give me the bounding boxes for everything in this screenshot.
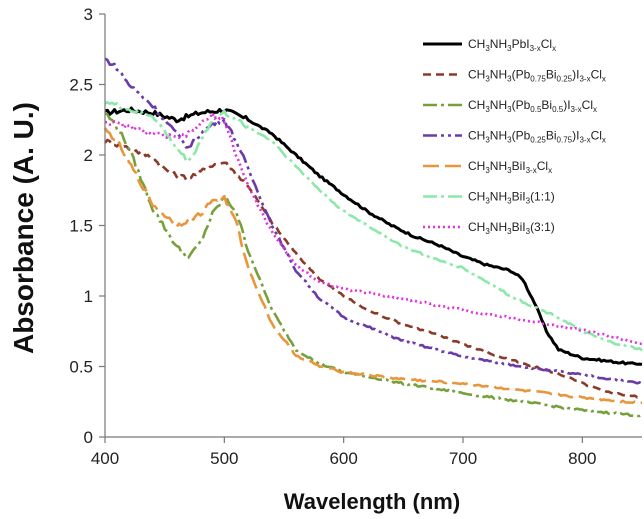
y-tick-label: 2 (84, 146, 93, 165)
legend: CH3NH3PbI3-xClx CH3NH3(Pb0.75Bi0.25)I3-xC… (423, 37, 606, 236)
series-line-4 (104, 57, 643, 385)
x-tick-label: 500 (210, 449, 238, 468)
legend-item-5: CH3NH3BiI3-xClx (423, 159, 552, 175)
legend-label-6: CH3NH3BiI3(1:1) (468, 190, 555, 206)
legend-label-3: CH3NH3(Pb0.5Bi0.5)I3-xClx (468, 98, 597, 114)
legend-label-2: CH3NH3(Pb0.75Bi0.25)I3-xClx (468, 68, 606, 84)
series-line-6 (104, 101, 643, 352)
legend-item-3: CH3NH3(Pb0.5Bi0.5)I3-xClx (423, 98, 597, 114)
axes-layer: 0 0.5 1 1.5 2 2.5 3 400 500 600 700 800 (69, 5, 642, 468)
x-tick-label: 700 (449, 449, 477, 468)
x-tick-label: 600 (329, 449, 357, 468)
legend-item-2: CH3NH3(Pb0.75Bi0.25)I3-xClx (423, 68, 606, 84)
y-tick-label: 0 (84, 428, 93, 447)
series-line-5 (103, 127, 643, 405)
legend-label-5: CH3NH3BiI3-xClx (468, 159, 552, 175)
legend-item-1: CH3NH3PbI3-xClx (423, 37, 556, 53)
x-tick-label: 400 (91, 449, 119, 468)
x-axis-title: Wavelength (nm) (284, 489, 460, 514)
legend-item-6: CH3NH3BiI3(1:1) (423, 190, 555, 206)
series-line-3 (104, 112, 643, 418)
legend-label-7: CH3NH3BiI3(3:1) (468, 220, 555, 236)
legend-item-4: CH3NH3(Pb0.25Bi0.75)I3-xClx (423, 129, 606, 145)
legend-label-1: CH3NH3PbI3-xClx (468, 37, 556, 53)
series-line-2 (104, 138, 643, 399)
y-tick-label: 0.5 (69, 358, 93, 377)
x-tick-label: 800 (568, 449, 596, 468)
y-tick-label: 2.5 (69, 76, 93, 95)
y-tick-label: 1.5 (69, 217, 93, 236)
y-tick-label: 3 (84, 5, 93, 24)
series-line-7 (104, 111, 643, 346)
series-line-1 (104, 106, 643, 366)
legend-item-7: CH3NH3BiI3(3:1) (423, 220, 555, 236)
series-layer (103, 57, 643, 418)
y-tick-label: 1 (84, 287, 93, 306)
legend-label-4: CH3NH3(Pb0.25Bi0.75)I3-xClx (468, 129, 606, 145)
y-axis-title: Absorbance (A. U.) (8, 102, 39, 354)
